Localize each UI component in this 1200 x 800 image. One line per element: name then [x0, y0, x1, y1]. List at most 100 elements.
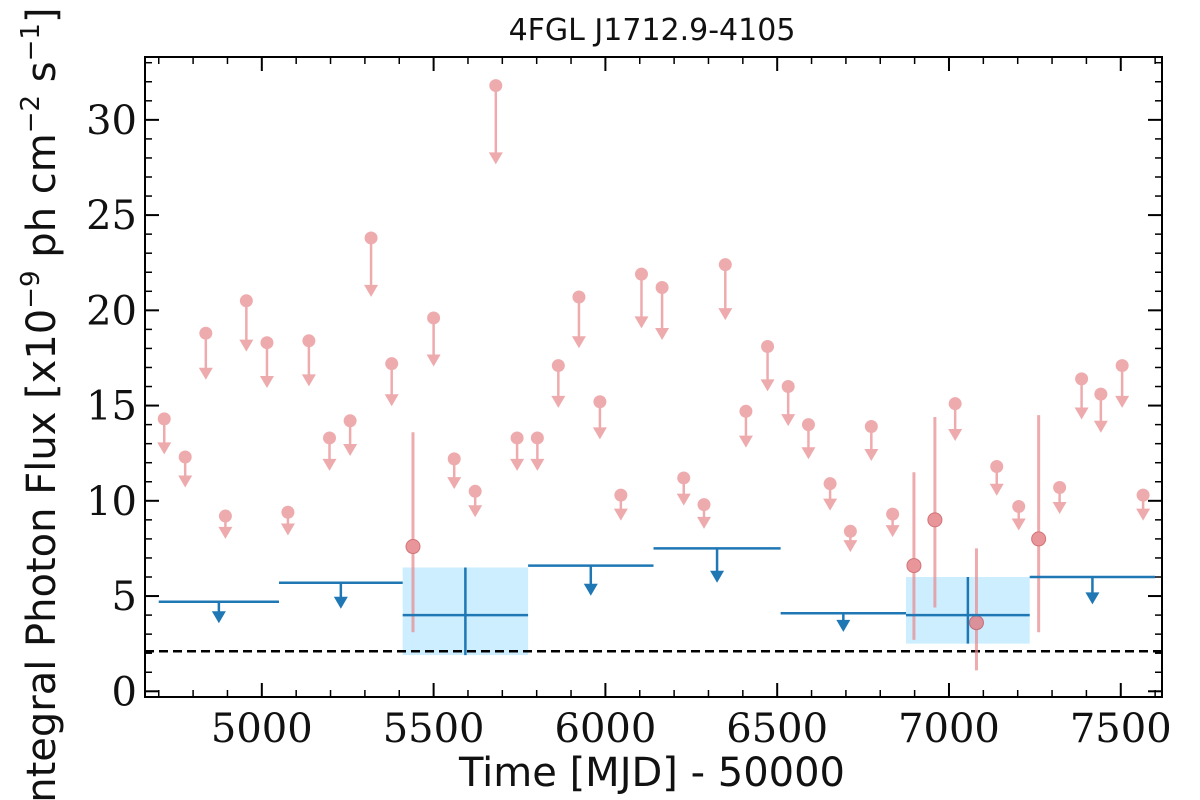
upper-limit-point — [323, 431, 337, 445]
x-axis-label: Time [MJD] - 50000 — [458, 750, 845, 796]
upper-limit-point — [1115, 359, 1129, 373]
short-bin-upper-limit — [634, 267, 649, 329]
upper-limit-arrow-icon — [592, 427, 607, 440]
y-tick-label: 5 — [112, 574, 137, 620]
upper-limit-point — [781, 380, 795, 394]
upper-limit-arrow-icon — [676, 493, 691, 506]
upper-limit-arrow-icon — [384, 394, 399, 407]
long-bin-arrow-icon — [1085, 592, 1100, 605]
short-bin-upper-limit — [1052, 480, 1067, 514]
upper-limit-point — [364, 231, 378, 245]
short-bin-upper-limit — [301, 334, 316, 387]
upper-limit-arrow-icon — [280, 523, 295, 536]
y-tick-label: 10 — [86, 479, 137, 525]
upper-limit-point — [634, 267, 648, 281]
y-axis-label: Integral Photon Flux [x10−9 ph cm−2 s−1] — [16, 7, 65, 800]
upper-limit-arrow-icon — [488, 152, 503, 165]
short-bin-upper-limit — [760, 340, 775, 392]
upper-limit-point — [614, 488, 628, 502]
upper-limit-point — [761, 340, 775, 354]
upper-limit-arrow-icon — [989, 483, 1004, 496]
short-bin-upper-limit — [322, 431, 337, 471]
detection-point — [968, 615, 984, 631]
short-bin-upper-limit — [1011, 500, 1026, 531]
upper-limit-arrow-icon — [364, 284, 379, 297]
upper-limit-point — [593, 395, 607, 409]
short-bin-upper-limit — [280, 505, 295, 536]
upper-limit-point — [990, 460, 1004, 474]
short-bin-upper-limit — [468, 484, 483, 518]
short-bin-upper-limit — [1093, 387, 1108, 433]
upper-limit-point — [199, 326, 213, 340]
upper-limit-arrow-icon — [343, 443, 358, 456]
x-tick-label: 6000 — [555, 706, 657, 752]
upper-limit-point — [218, 509, 232, 523]
short-bin-upper-limit — [989, 460, 1004, 496]
short-bin-upper-limit — [823, 477, 838, 511]
short-bin-upper-limit — [738, 404, 753, 448]
upper-limit-point — [343, 414, 357, 428]
short-bin-upper-limit — [384, 357, 399, 407]
upper-limit-arrow-icon — [823, 498, 838, 511]
upper-limit-point — [697, 498, 711, 512]
upper-limit-point — [468, 484, 482, 498]
upper-limit-arrow-icon — [718, 308, 733, 321]
upper-limit-point — [1053, 480, 1067, 494]
short-bin-upper-limit — [239, 294, 254, 352]
upper-limit-arrow-icon — [178, 475, 193, 488]
upper-limit-arrow-icon — [510, 458, 525, 471]
short-bin-upper-limit — [843, 524, 858, 553]
long-bin-arrow-icon — [836, 619, 851, 632]
long-bin-arrow-icon — [333, 596, 348, 609]
short-bin-detection — [405, 432, 421, 633]
short-bin-upper-limit — [613, 488, 628, 521]
detection-point — [405, 539, 421, 555]
upper-limit-point — [510, 431, 524, 445]
upper-limit-arrow-icon — [1115, 395, 1130, 408]
x-tick-label: 5500 — [383, 706, 485, 752]
upper-limit-arrow-icon — [551, 395, 566, 408]
y-tick-label: 30 — [86, 98, 137, 144]
short-bin-upper-limit — [426, 311, 441, 367]
upper-limit-arrow-icon — [801, 447, 816, 460]
short-bin-upper-limit — [510, 431, 525, 471]
short-bin-upper-limit — [218, 509, 233, 539]
upper-limit-arrow-icon — [1136, 508, 1151, 521]
upper-limit-point — [823, 477, 837, 491]
short-bin-upper-limit — [1074, 372, 1089, 420]
upper-limit-point — [1094, 387, 1108, 401]
short-bin-upper-limit — [864, 420, 879, 461]
upper-limit-arrow-icon — [468, 505, 483, 518]
short-bin-detection — [1031, 415, 1047, 633]
long-bin-arrow-icon — [710, 570, 725, 583]
long-bin-arrow-icon — [211, 611, 226, 624]
short-bin-upper-limit — [364, 231, 379, 297]
short-bin-upper-limit — [697, 498, 712, 529]
upper-limit-arrow-icon — [259, 376, 274, 389]
long-bin-arrow-icon — [583, 583, 598, 596]
upper-limit-point — [1075, 372, 1089, 386]
upper-limit-point — [718, 258, 732, 272]
upper-limit-point — [677, 471, 691, 485]
upper-limit-point — [864, 420, 878, 434]
upper-limit-point — [447, 452, 461, 466]
upper-limit-arrow-icon — [198, 367, 213, 380]
short-bin-upper-limit — [259, 336, 274, 389]
short-bin-detection — [927, 417, 943, 608]
upper-limit-arrow-icon — [948, 429, 963, 442]
upper-limit-arrow-icon — [218, 526, 233, 539]
upper-limit-arrow-icon — [1074, 407, 1089, 420]
upper-limit-point — [843, 524, 857, 538]
upper-limit-point — [739, 404, 753, 418]
detection-point — [1031, 531, 1047, 547]
x-tick-label: 7500 — [1070, 706, 1172, 752]
short-bin-upper-limit — [655, 280, 670, 340]
short-bin-upper-limit — [1115, 359, 1130, 408]
upper-limit-arrow-icon — [697, 516, 712, 529]
upper-limit-point — [801, 418, 815, 432]
upper-limit-arrow-icon — [301, 374, 316, 387]
y-tick-label: 0 — [112, 669, 137, 715]
upper-limit-point — [385, 357, 399, 371]
upper-limit-arrow-icon — [634, 316, 649, 329]
